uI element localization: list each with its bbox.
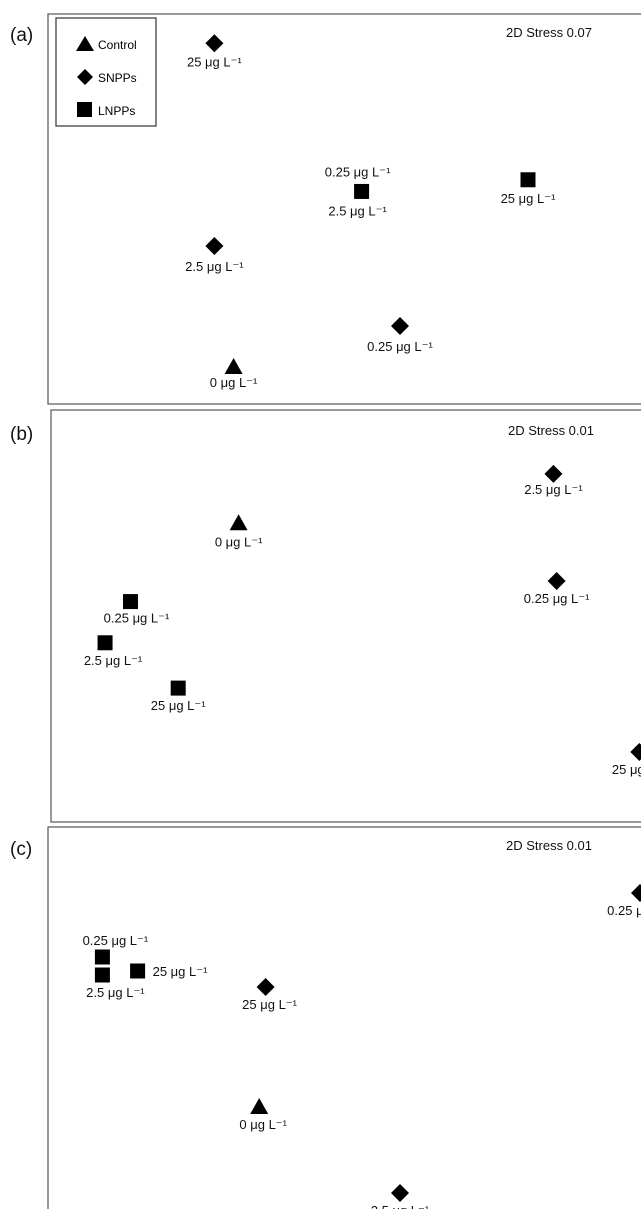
snpps-diamond-marker <box>391 317 409 335</box>
panel-b-frame <box>50 409 641 823</box>
point-label: 0.25 μg L⁻¹ <box>104 611 170 626</box>
panel-c: (c) 2D Stress 0.01 0 μg L⁻¹ 0.25 μg L⁻¹ 25… <box>10 826 641 1209</box>
panel-b-tag: (b) <box>10 424 33 445</box>
point-label: 0 μg L⁻¹ <box>239 1117 287 1132</box>
legend-square-marker <box>77 102 92 117</box>
legend: Control SNPPs LNPPs <box>55 17 157 127</box>
point-label: 0 μg L⁻¹ <box>210 375 258 390</box>
legend-label-control: Control <box>98 38 137 52</box>
lnpps-square-marker <box>94 949 110 965</box>
lnpps-square-marker <box>123 594 138 610</box>
point-label: 2.5 μg L⁻¹ <box>86 985 145 1000</box>
panel-b-stress: 2D Stress 0.01 <box>508 423 594 438</box>
legend-label-lnpps: LNPPs <box>98 104 135 118</box>
lnpps-square-marker <box>170 680 186 696</box>
snpps-diamond-marker <box>205 237 224 256</box>
point-label: 0 μg L⁻¹ <box>215 534 263 549</box>
snpps-diamond-marker <box>544 464 563 483</box>
point-label: 25 μg L⁻¹ <box>242 997 297 1012</box>
panel-a: (a) 2D Stress 0.07 Control SNPPs LNPPs 0… <box>10 13 641 405</box>
lnpps-square-marker <box>97 635 113 651</box>
point-label: 25 μg L⁻¹ <box>153 964 208 979</box>
snpps-diamond-marker <box>631 884 641 902</box>
snpps-diamond-marker <box>391 1184 409 1202</box>
point-label: 0.25 μg L⁻¹ <box>325 164 391 179</box>
point-label: 2.5 μg L⁻¹ <box>328 203 387 218</box>
control-triangle-marker <box>224 357 243 374</box>
panel-c-frame <box>47 826 641 1209</box>
panel-a-stress: 2D Stress 0.07 <box>506 25 592 40</box>
lnpps-square-marker <box>520 172 536 188</box>
point-label: 2.5 μg L⁻¹ <box>371 1203 430 1209</box>
point-label: 25 μg L⁻¹ <box>151 698 206 713</box>
panel-c-tag: (c) <box>10 839 32 860</box>
point-label: 2.5 μg L⁻¹ <box>84 653 143 668</box>
point-label: 2.5 μg L⁻¹ <box>185 259 244 274</box>
control-triangle-marker <box>229 514 248 531</box>
lnpps-square-marker <box>130 963 146 979</box>
panel-c-plot: 0 μg L⁻¹ 0.25 μg L⁻¹ 25 μg L⁻¹ 2.5 μg L⁻¹ 0.… <box>83 884 641 1209</box>
snpps-diamond-marker <box>256 978 275 996</box>
point-label: 2.5 μg L⁻¹ <box>524 482 583 497</box>
snpps-diamond-marker <box>547 571 566 590</box>
panel-a-frame <box>47 13 641 405</box>
point-label: 0.25 μg L⁻¹ <box>367 339 433 354</box>
panel-a-tag: (a) <box>10 25 33 46</box>
point-label: 25 μg L⁻¹ <box>501 191 556 206</box>
panel-a-plot: 0 μg L⁻¹ 25 μg L⁻¹ 2.5 μg L⁻¹ 0.25 μg L⁻¹ 0.… <box>185 34 556 390</box>
snpps-diamond-marker <box>630 742 641 761</box>
point-label: 0.25 μg L⁻¹ <box>524 591 590 606</box>
lnpps-square-marker <box>354 183 370 199</box>
point-label: 25 μg L⁻¹ <box>612 762 641 777</box>
legend-label-snpps: SNPPs <box>98 71 137 85</box>
point-label: 0.25 μg L⁻¹ <box>607 903 641 918</box>
lnpps-square-marker <box>94 967 110 983</box>
legend-triangle-marker <box>76 36 94 51</box>
panel-b-plot: 0 μg L⁻¹ 2.5 μg L⁻¹ 0.25 μg L⁻¹ 25 μg L⁻¹ 0.… <box>84 464 641 777</box>
snpps-diamond-marker <box>205 34 224 53</box>
legend-diamond-marker <box>77 69 93 85</box>
panel-b: (b) 2D Stress 0.01 0 μg L⁻¹ 2.5 μg L⁻¹ 0.2… <box>10 409 641 823</box>
point-label: 0.25 μg L⁻¹ <box>83 933 149 948</box>
panel-c-stress: 2D Stress 0.01 <box>506 838 592 853</box>
legend-box <box>55 17 157 127</box>
point-label: 25 μg L⁻¹ <box>187 54 242 69</box>
control-triangle-marker <box>250 1098 269 1114</box>
